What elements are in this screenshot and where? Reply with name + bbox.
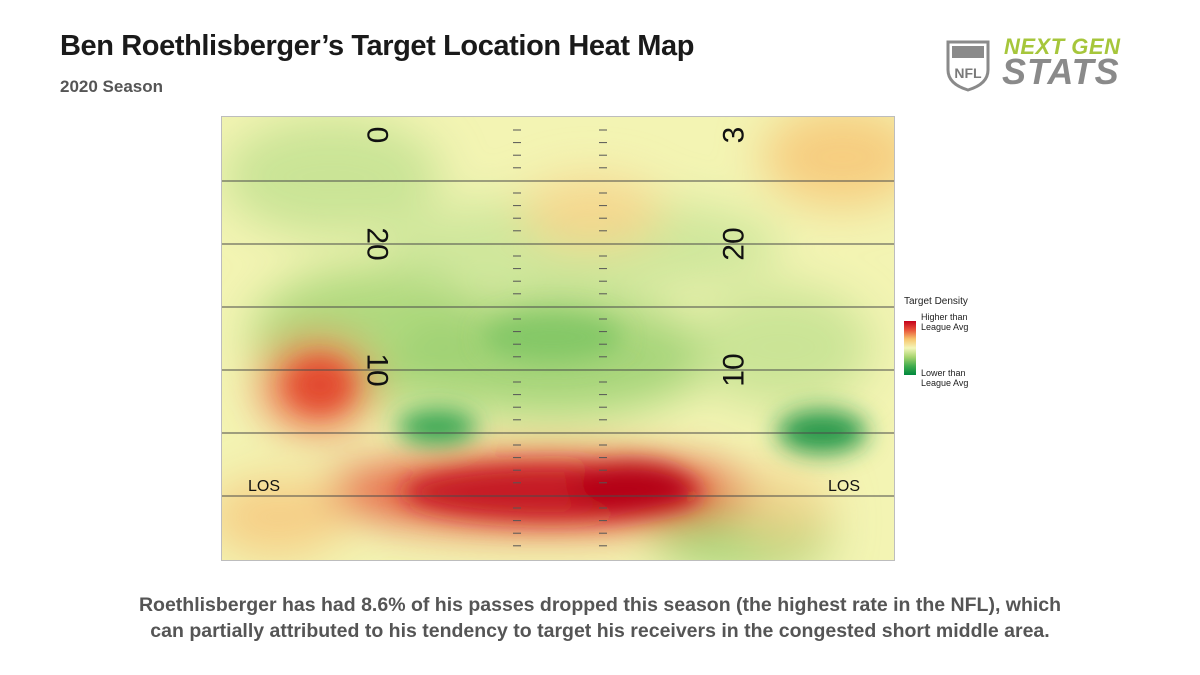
density-low-right bbox=[692, 287, 872, 407]
density-dark-green-right bbox=[777, 410, 867, 454]
density-high-deep-right bbox=[762, 117, 894, 207]
chart-subtitle: 2020 Season bbox=[60, 77, 164, 96]
yard-number-right-2: 20 bbox=[718, 227, 751, 260]
legend: Target Density Higher than League Avg Lo… bbox=[904, 296, 994, 396]
los-label-left: LOS bbox=[248, 478, 280, 495]
los-label-right: LOS bbox=[828, 478, 860, 495]
density-high-right-lower bbox=[732, 467, 832, 547]
legend-color-bar bbox=[904, 321, 916, 375]
density-low-upper-left bbox=[222, 117, 442, 237]
caption-line-2: can partially attributed to his tendency… bbox=[150, 620, 1050, 642]
nfl-shield-text: NFL bbox=[954, 65, 982, 81]
density-low-upper-mid bbox=[382, 197, 782, 297]
yard-lines bbox=[222, 180, 894, 497]
yard-number-left-3: 10 bbox=[361, 353, 394, 386]
hash-marks bbox=[513, 129, 607, 547]
next-gen-stats-logo: NFL NEXT GEN STATS bbox=[944, 34, 1144, 96]
yard-number-left-1: 0 bbox=[361, 127, 394, 144]
density-high-bottom-left bbox=[222, 477, 347, 557]
logo-line1: NEXT GEN bbox=[1004, 34, 1121, 59]
yard-number-right-3: 10 bbox=[718, 353, 751, 386]
legend-high-label: Higher than League Avg bbox=[921, 312, 969, 332]
legend-low-label: Lower than League Avg bbox=[921, 368, 969, 388]
yard-number-right-1: 3 bbox=[718, 127, 751, 144]
density-core-left10 bbox=[290, 360, 350, 410]
density-dark-green-left bbox=[397, 409, 477, 445]
density-core-layer bbox=[290, 312, 867, 520]
field-svg: 0 20 10 3 20 10 LOS LOS bbox=[222, 117, 894, 560]
density-high-deep-mid bbox=[522, 177, 662, 247]
legend-title: Target Density bbox=[904, 296, 968, 307]
heatmap-field: 0 20 10 3 20 10 LOS LOS bbox=[221, 116, 895, 561]
chart-title: Ben Roethlisberger’s Target Location Hea… bbox=[60, 30, 695, 62]
nfl-shield-icon: NFL bbox=[946, 40, 990, 92]
density-core-los-right bbox=[572, 462, 692, 512]
logo-line2: STATS bbox=[1002, 51, 1120, 92]
density-layer bbox=[222, 117, 894, 560]
caption: Roethlisberger has had 8.6% of his passe… bbox=[0, 592, 1200, 644]
yard-number-left-2: 20 bbox=[361, 227, 394, 260]
caption-line-1: Roethlisberger has had 8.6% of his passe… bbox=[138, 594, 1062, 616]
density-green-midline bbox=[482, 312, 622, 362]
yard-numbers: 0 20 10 3 20 10 bbox=[361, 127, 751, 387]
